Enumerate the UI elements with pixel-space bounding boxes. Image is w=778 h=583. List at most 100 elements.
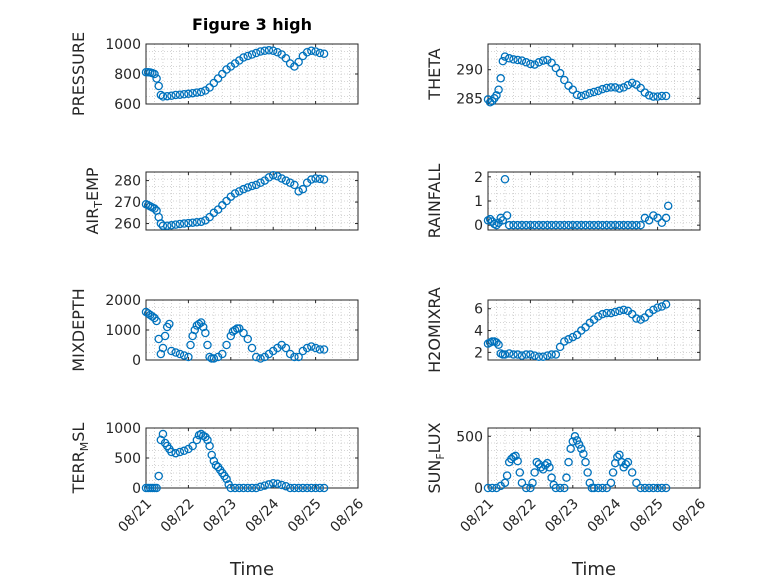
data-point <box>184 352 193 362</box>
data-point <box>251 483 261 493</box>
data-point <box>598 84 607 94</box>
data-point <box>243 483 253 493</box>
data-point <box>148 312 157 321</box>
data-point <box>615 306 624 316</box>
data-point <box>492 220 501 230</box>
data-point <box>256 47 265 56</box>
y-tick-label: 6 <box>474 302 483 318</box>
data-point <box>209 78 219 88</box>
y-tick-label: 500 <box>114 451 141 467</box>
data-point <box>186 340 195 350</box>
data-point <box>543 220 552 230</box>
data-point <box>160 331 170 341</box>
data-point <box>610 220 620 230</box>
data-point <box>644 483 654 493</box>
data-point <box>585 220 595 230</box>
data-point <box>268 46 278 56</box>
data-point <box>492 91 501 100</box>
data-point <box>179 446 189 456</box>
data-point <box>585 88 595 98</box>
data-point <box>264 480 274 489</box>
data-point <box>500 350 510 359</box>
data-point <box>560 337 569 346</box>
data-point <box>663 201 673 211</box>
data-point <box>496 74 505 83</box>
data-point <box>152 74 161 83</box>
x-tick-label: 08/26 <box>327 496 367 536</box>
data-point <box>593 312 603 321</box>
x-tick-label: 08/25 <box>627 496 667 536</box>
data-point <box>657 91 667 101</box>
y-tick-label: 0 <box>132 481 141 497</box>
data-point <box>290 180 299 190</box>
data-point <box>298 184 308 194</box>
data-point <box>560 220 569 230</box>
data-point <box>636 483 645 493</box>
y-tick-label: 0 <box>132 353 141 369</box>
data-point <box>589 87 599 97</box>
series-markers <box>483 432 671 493</box>
data-point <box>598 483 607 493</box>
data-point <box>509 55 518 64</box>
data-point <box>319 49 329 59</box>
data-point <box>171 448 180 458</box>
data-point <box>534 220 544 230</box>
panel-pressure: 600 800 1000 PRESSURE <box>69 32 359 116</box>
data-point <box>606 83 616 92</box>
data-point <box>239 184 248 194</box>
data-point <box>171 90 180 100</box>
data-point <box>281 481 291 491</box>
data-point <box>175 447 185 457</box>
data-point <box>593 483 603 493</box>
data-point <box>218 201 227 210</box>
x-tick-label: 08/24 <box>243 496 283 536</box>
y-tick-label: 0 <box>474 481 483 497</box>
data-point <box>256 178 265 187</box>
data-point <box>158 343 168 353</box>
data-point <box>530 351 539 360</box>
data-point <box>504 349 514 358</box>
data-point <box>307 175 316 184</box>
data-point <box>205 441 214 451</box>
data-point <box>188 88 197 98</box>
data-point <box>517 478 527 488</box>
data-point <box>251 180 261 190</box>
data-point <box>247 483 257 493</box>
data-point <box>547 58 556 68</box>
data-point <box>564 335 573 344</box>
data-point <box>517 220 527 230</box>
y-tick-label: 0 <box>474 218 483 234</box>
data-point <box>521 350 531 359</box>
data-point <box>615 220 624 230</box>
data-point <box>581 220 590 230</box>
panel-mixdepth: 0 1000 2000 MIXDEPTH <box>69 288 359 372</box>
panel-rainfall: 0 1 2 RAINFALL <box>425 164 701 238</box>
data-point <box>528 478 537 488</box>
data-point <box>526 350 535 359</box>
data-point <box>319 175 329 184</box>
data-point <box>657 302 667 311</box>
data-point <box>502 471 512 480</box>
data-point <box>585 478 595 488</box>
data-point <box>653 483 662 493</box>
data-point <box>213 74 223 83</box>
data-point <box>260 46 269 56</box>
data-point <box>281 343 291 353</box>
data-point <box>319 483 329 493</box>
data-point <box>551 483 561 493</box>
data-point <box>526 483 535 493</box>
data-point <box>593 86 603 96</box>
data-point <box>290 62 299 71</box>
data-point <box>167 447 176 457</box>
data-point <box>152 483 161 493</box>
data-point <box>171 220 180 229</box>
data-point <box>319 345 329 354</box>
y-tick-label: 290 <box>456 63 483 79</box>
data-point <box>543 351 552 360</box>
data-point <box>156 90 166 100</box>
data-point <box>661 483 671 493</box>
data-point <box>513 220 522 230</box>
data-point <box>640 88 650 97</box>
data-point <box>509 350 518 359</box>
x-tick-label: 08/22 <box>158 496 198 536</box>
